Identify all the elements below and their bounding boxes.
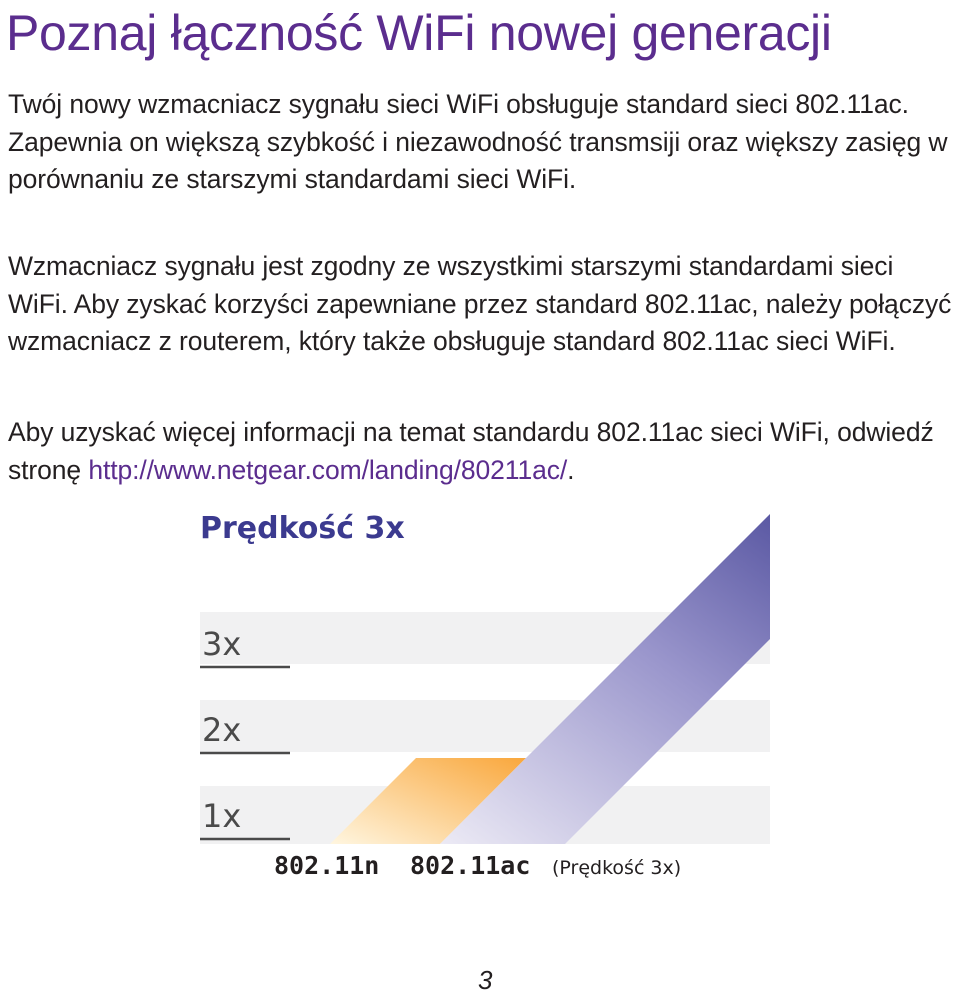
chart-title: Prędkość 3x [200,511,405,546]
intro-paragraph: Twój nowy wzmacniacz sygnału sieci WiFi … [8,89,948,194]
tick-label-3x: 3x [202,625,241,663]
page-number: 3 [478,965,493,995]
more-info-end: . [567,454,575,485]
tick-label-2x: 2x [202,711,241,749]
more-info-text: Aby uzyskać więcej informacji na temat s… [8,417,934,485]
chart-annotation: (Prędkość 3x) [552,857,681,879]
bar-80211n [330,758,526,844]
tick-label-1x: 1x [202,797,241,835]
compatibility-paragraph: Wzmacniacz sygnału jest zgodny ze wszyst… [8,251,952,356]
bar-80211ac [440,514,770,844]
category-label-80211ac: 802.11ac [410,851,530,880]
category-label-80211n: 802.11n [274,851,379,880]
page-title: Poznaj łączność WiFi nowej generacji [6,5,832,61]
speed-chart: Prędkość 3x 3x 2x 1x 802.11n 802.11ac (P… [200,511,770,880]
more-info-paragraph: Aby uzyskać więcej informacji na temat s… [8,414,958,489]
netgear-link[interactable]: http://www.netgear.com/landing/80211ac/ [88,454,568,485]
